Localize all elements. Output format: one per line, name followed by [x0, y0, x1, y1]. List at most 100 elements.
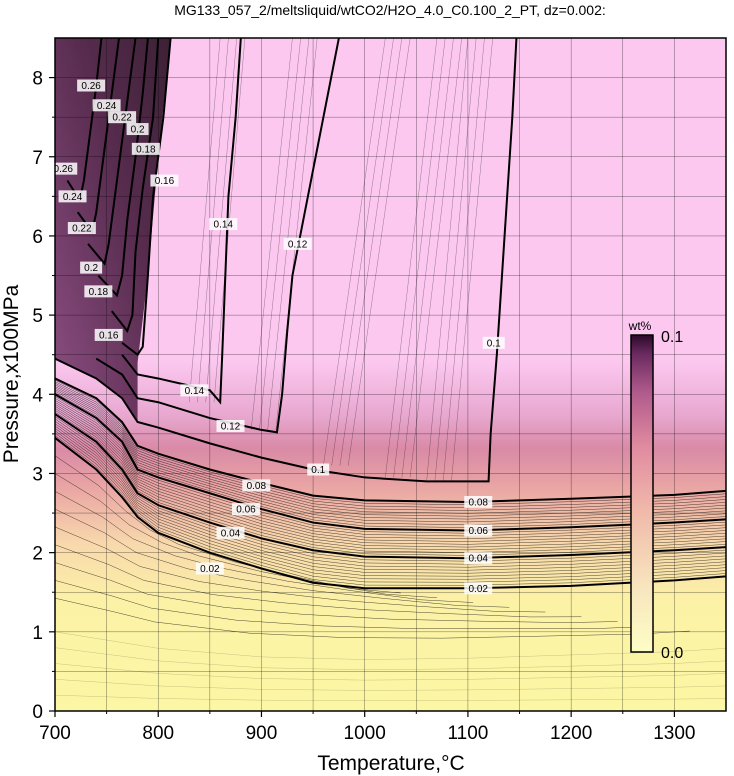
y-tick-label: 3	[32, 464, 43, 485]
contour-label-0_12: 0.12	[216, 419, 245, 432]
contour-label-0_2: 0.2	[126, 123, 149, 136]
contour-line-0_14	[121, 38, 242, 405]
x-tick-label: 700	[39, 723, 71, 744]
svg-text:0.04: 0.04	[221, 528, 241, 539]
contour-labels: 0.02 0.02 0.04 0.04 0.06 0.06 0.08 0.08 0.1 0.1 0.…	[54, 79, 505, 595]
svg-text:0.26: 0.26	[54, 164, 74, 175]
svg-text:0.18: 0.18	[89, 287, 109, 298]
thin-contour	[55, 508, 510, 608]
thin-contour	[385, 38, 438, 478]
contour-label-0_06: 0.06	[464, 524, 493, 537]
x-tick-label: 1000	[344, 723, 386, 744]
thin-contour	[55, 544, 582, 618]
contour-label-0_24: 0.24	[92, 99, 121, 112]
contour-line-0_06	[55, 393, 726, 532]
grid-lines	[55, 38, 726, 711]
svg-text:0.08: 0.08	[247, 481, 267, 492]
svg-text:0.14: 0.14	[214, 220, 234, 231]
y-tick-label: 4	[32, 385, 43, 406]
thin-contour	[393, 38, 446, 478]
thin-contour	[275, 38, 318, 430]
svg-text:0.02: 0.02	[200, 564, 220, 575]
y-tick-label: 8	[32, 69, 43, 90]
svg-text:0.22: 0.22	[72, 224, 92, 235]
contour-label-0_14: 0.14	[209, 218, 238, 231]
contour-label-0_12: 0.12	[283, 237, 312, 250]
svg-text:0.06: 0.06	[469, 526, 489, 537]
chart-title: MG133_057_2/meltsliquid/wtCO2/H2O_4.0_C0…	[174, 2, 606, 18]
contour-label-0_16: 0.16	[150, 174, 179, 187]
x-tick-label: 1200	[550, 723, 592, 744]
contour-label-0_18: 0.18	[84, 285, 113, 298]
contour-label-0_18: 0.18	[131, 142, 160, 155]
x-tick-label: 800	[142, 723, 174, 744]
thin-contour	[267, 38, 310, 430]
y-tick-label: 6	[32, 227, 43, 248]
y-axis: 0 1 2 3 4 5 6 7 8	[32, 69, 55, 723]
contour-label-0_02: 0.02	[464, 582, 493, 595]
contour-line-0_22	[87, 38, 137, 266]
contour-label-0_22: 0.22	[67, 222, 96, 235]
svg-text:0.1: 0.1	[487, 338, 501, 349]
thin-contour	[259, 38, 301, 430]
contour-line-0_18	[110, 38, 160, 334]
x-tick-label: 1300	[653, 723, 695, 744]
thin-contour	[442, 38, 485, 482]
svg-text:0.2: 0.2	[84, 263, 98, 274]
plot-area: 0.02 0.02 0.04 0.04 0.06 0.06 0.08 0.08 0.1 0.1 0.…	[54, 38, 726, 711]
thin-contour	[451, 38, 493, 482]
svg-text:0.08: 0.08	[469, 497, 489, 508]
svg-text:0.2: 0.2	[131, 125, 145, 136]
contour-label-0_02: 0.02	[195, 562, 224, 575]
contour-label-0_24: 0.24	[58, 190, 87, 203]
svg-text:0.04: 0.04	[469, 554, 489, 565]
colorbar-max-label: 0.1	[661, 329, 683, 346]
contour-label-0_2: 0.2	[80, 261, 103, 274]
svg-text:0.02: 0.02	[469, 584, 489, 595]
x-axis-title: Temperature,°C	[317, 752, 464, 775]
y-axis-title: Pressure,x100MPa	[0, 284, 23, 463]
contour-label-0_16: 0.16	[94, 328, 123, 341]
y-tick-label: 1	[32, 623, 43, 644]
y-tick-label: 0	[32, 702, 43, 723]
svg-text:0.26: 0.26	[81, 81, 101, 92]
svg-text:0.1: 0.1	[311, 465, 325, 476]
contour-label-0_04: 0.04	[216, 526, 245, 539]
thin-contour	[55, 597, 690, 639]
y-tick-label: 5	[32, 306, 43, 327]
contour-lines	[55, 38, 726, 590]
thin-contour	[426, 38, 469, 482]
contour-label-0_06: 0.06	[231, 503, 260, 516]
svg-text:0.24: 0.24	[63, 192, 83, 203]
contour-label-0_26: 0.26	[54, 162, 78, 175]
svg-text:0.06: 0.06	[236, 505, 256, 516]
x-tick-label: 1100	[447, 723, 488, 744]
thin-contour	[250, 38, 293, 430]
x-tick-label: 900	[246, 723, 278, 744]
thin-contour	[189, 38, 221, 403]
contour-label-0_04: 0.04	[464, 552, 493, 565]
svg-text:0.14: 0.14	[185, 386, 205, 397]
svg-text:0.24: 0.24	[97, 101, 117, 112]
thin-contour	[409, 38, 462, 478]
contour-line-0_04	[55, 413, 726, 560]
thin-contour	[434, 38, 477, 482]
thin-contour	[401, 38, 454, 478]
contour-line-0_12	[95, 38, 340, 434]
contour-label-0_26: 0.26	[77, 79, 106, 92]
thin-contour	[55, 562, 618, 623]
plot-frame	[54, 37, 727, 712]
contour-label-0_1: 0.1	[307, 463, 330, 476]
contour-line-0_02	[55, 437, 726, 590]
contour-label-0_08: 0.08	[464, 495, 493, 508]
svg-text:0.18: 0.18	[136, 144, 156, 155]
x-axis: 700 800 900 1000 1100 1200 1300	[39, 711, 696, 744]
svg-text:0.22: 0.22	[112, 113, 132, 124]
svg-text:0.16: 0.16	[99, 330, 119, 341]
svg-text:0.12: 0.12	[221, 421, 241, 432]
svg-text:0.12: 0.12	[288, 239, 308, 250]
colorbar: wt% 0.1 0.0	[628, 319, 684, 662]
colorbar-min-label: 0.0	[661, 645, 683, 662]
contour-label-0_08: 0.08	[242, 479, 271, 492]
